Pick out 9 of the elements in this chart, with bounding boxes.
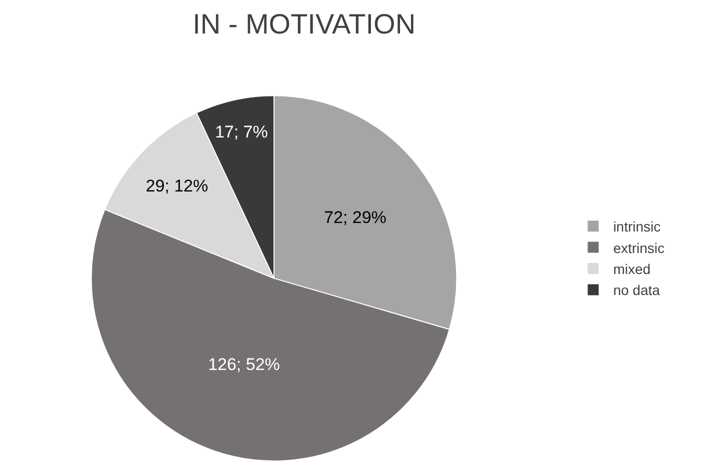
data-label: 29; 12% [146,176,208,196]
data-label: 72; 29% [324,208,386,227]
legend-label: mixed [613,260,651,277]
legend-label: extrinsic [613,240,665,256]
chart-title: IN - MOTIVATION [192,8,416,40]
data-label: 17; 7% [214,122,268,142]
data-label: 126; 52% [208,355,280,374]
legend-label: intrinsic [613,218,661,235]
legend-label: no data [613,282,660,298]
